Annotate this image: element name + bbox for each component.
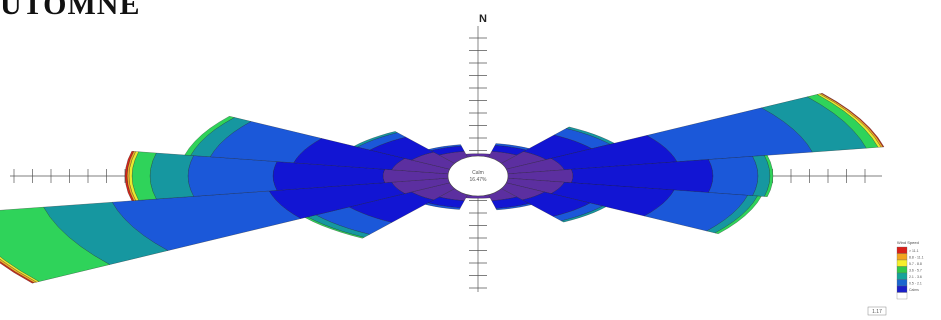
- petal-segment: [714, 195, 762, 234]
- legend-swatch: [896, 285, 908, 293]
- legend-entry: 3.6 - 5.7: [909, 269, 922, 273]
- petal-segment: [764, 155, 774, 197]
- legend-entry: 2.1 - 3.6: [909, 275, 922, 279]
- legend-entry: 8.8 - 11.1: [909, 256, 924, 260]
- legend-swatch: [896, 253, 908, 261]
- legend-swatch: [896, 259, 908, 267]
- petal-segment: [0, 206, 111, 282]
- legend-entry: Calms: [909, 288, 919, 292]
- calm-circle: [447, 155, 509, 197]
- petal-segment: [149, 152, 194, 200]
- legend-title: Wind Speed: [897, 240, 919, 245]
- petal-segment: [708, 156, 759, 196]
- legend-entry: > 11.1: [909, 249, 919, 253]
- legend-entry: 5.7 - 8.8: [909, 262, 922, 266]
- petal-segment: [0, 261, 35, 284]
- petal-segment: [821, 93, 885, 148]
- legend-swatch: [896, 246, 908, 254]
- north-label: N: [479, 13, 487, 25]
- petal-segment: [495, 203, 532, 211]
- scale-box: 1.17: [867, 306, 887, 316]
- legend-entry: 0.5 - 2.1: [909, 282, 922, 286]
- petal-segment: [353, 131, 398, 148]
- petal-segment: [428, 144, 462, 151]
- petal-segment: [560, 205, 607, 223]
- legend-swatch: [896, 272, 908, 280]
- calm-label: Calm: [472, 170, 484, 176]
- wind-rose-petals: [0, 93, 885, 284]
- petal-segment: [0, 258, 37, 283]
- legend-swatch: [896, 292, 908, 300]
- petal-segment: [184, 116, 235, 156]
- legend-swatch: [896, 279, 908, 287]
- calm-value: 16.47%: [470, 177, 488, 183]
- calm-center: Calm 16.47%: [447, 155, 509, 197]
- wind-speed-legend: Wind Speed > 11.1 8.8 - 11.1 5.7 - 8.8 3.6 -…: [896, 240, 924, 300]
- petal-segment: [0, 256, 40, 283]
- scale-label: 1.17: [872, 309, 882, 315]
- legend-swatch: [896, 266, 908, 274]
- chart-title: UTOMNE: [0, 0, 141, 21]
- petal-segment: [124, 151, 134, 201]
- petal-segment: [187, 155, 278, 197]
